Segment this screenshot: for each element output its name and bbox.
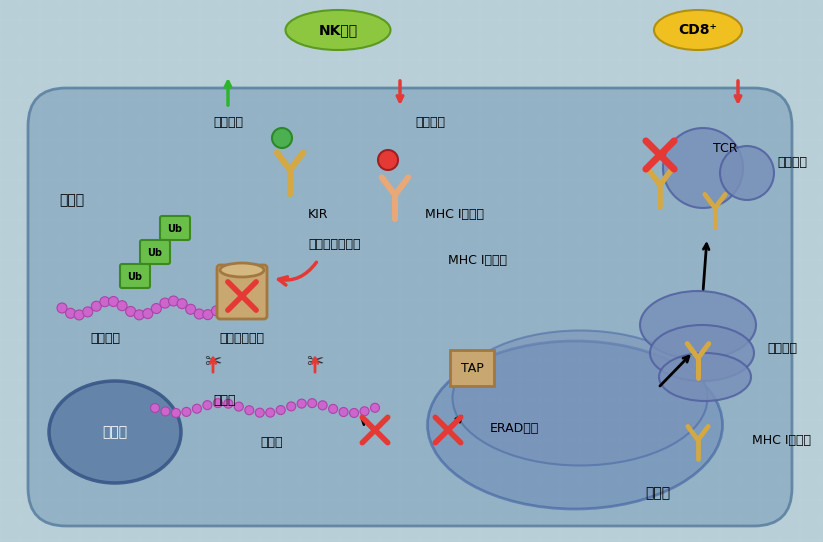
FancyBboxPatch shape [28, 88, 792, 526]
Circle shape [286, 402, 295, 411]
Text: ERAD通路: ERAD通路 [490, 422, 539, 435]
Circle shape [66, 308, 76, 318]
Circle shape [193, 404, 202, 413]
Text: MHC Ⅰ类分子: MHC Ⅰ类分子 [425, 209, 485, 222]
Text: MHC Ⅰ类分子: MHC Ⅰ类分子 [752, 434, 811, 447]
Text: ✂: ✂ [306, 352, 323, 372]
Text: 免疫蛋白酶体: 免疫蛋白酶体 [220, 332, 264, 345]
Circle shape [213, 398, 222, 408]
Circle shape [220, 300, 230, 310]
Text: 分泌小泡: 分泌小泡 [777, 156, 807, 169]
Text: CD8⁺: CD8⁺ [679, 23, 718, 37]
Text: TAP: TAP [461, 362, 483, 375]
Circle shape [126, 306, 136, 317]
Circle shape [100, 296, 110, 307]
Ellipse shape [640, 291, 756, 359]
Circle shape [350, 409, 359, 417]
Circle shape [663, 128, 743, 208]
Circle shape [203, 401, 212, 410]
Text: 细胞核: 细胞核 [102, 425, 128, 439]
Circle shape [277, 405, 286, 415]
Circle shape [308, 399, 317, 408]
Circle shape [91, 301, 101, 311]
Circle shape [74, 310, 84, 320]
Circle shape [117, 301, 127, 311]
Text: Ub: Ub [168, 224, 183, 234]
Circle shape [255, 408, 264, 417]
Circle shape [202, 309, 213, 320]
Text: 内质网: 内质网 [645, 486, 671, 500]
Circle shape [151, 304, 161, 313]
Ellipse shape [654, 10, 742, 50]
Text: Ub: Ub [147, 248, 162, 258]
Circle shape [83, 307, 93, 317]
Circle shape [235, 402, 244, 411]
Ellipse shape [220, 263, 264, 277]
Circle shape [142, 308, 153, 319]
Ellipse shape [659, 353, 751, 401]
Text: KIR: KIR [308, 209, 328, 222]
Circle shape [171, 409, 180, 417]
FancyArrowPatch shape [278, 262, 316, 285]
Circle shape [160, 298, 170, 308]
Circle shape [134, 310, 144, 320]
Circle shape [339, 408, 348, 416]
Circle shape [272, 128, 292, 148]
Ellipse shape [453, 331, 708, 466]
Circle shape [169, 296, 179, 306]
Circle shape [182, 408, 191, 416]
Circle shape [297, 399, 306, 408]
FancyBboxPatch shape [140, 240, 170, 264]
Circle shape [161, 407, 170, 416]
Text: Ub: Ub [128, 272, 142, 282]
Ellipse shape [49, 381, 181, 483]
Text: ✂: ✂ [204, 352, 221, 372]
Circle shape [370, 403, 379, 412]
Circle shape [224, 399, 233, 408]
Circle shape [266, 408, 275, 417]
Circle shape [57, 303, 67, 313]
Text: 细胞质: 细胞质 [59, 193, 85, 207]
Circle shape [319, 401, 327, 410]
Text: 氨肽酶: 氨肽酶 [214, 393, 236, 406]
Circle shape [194, 309, 204, 319]
Text: 抑制受体: 抑制受体 [415, 115, 445, 128]
Circle shape [378, 150, 398, 170]
Circle shape [109, 296, 119, 307]
Text: NK细胞: NK细胞 [319, 23, 357, 37]
Text: 高尔基体: 高尔基体 [767, 341, 797, 354]
FancyBboxPatch shape [160, 216, 190, 240]
Circle shape [212, 306, 221, 316]
Circle shape [244, 406, 253, 415]
Ellipse shape [650, 325, 754, 381]
Circle shape [328, 404, 337, 414]
Circle shape [186, 304, 196, 314]
Text: 泛素蛋白: 泛素蛋白 [90, 332, 120, 345]
Circle shape [151, 403, 160, 412]
Ellipse shape [286, 10, 390, 50]
FancyBboxPatch shape [120, 264, 150, 288]
Circle shape [177, 299, 187, 309]
Text: 激活受体: 激活受体 [213, 115, 243, 128]
Text: MHC Ⅰ类分子: MHC Ⅰ类分子 [449, 254, 508, 267]
Circle shape [360, 406, 369, 416]
Text: TCR: TCR [713, 141, 737, 154]
Ellipse shape [427, 341, 723, 509]
FancyBboxPatch shape [217, 265, 267, 319]
Bar [450, 350, 494, 386]
Text: 蛋白酶体抑制剂: 蛋白酶体抑制剂 [309, 238, 361, 251]
Text: 抗原肽: 抗原肽 [261, 436, 283, 449]
Circle shape [720, 146, 774, 200]
